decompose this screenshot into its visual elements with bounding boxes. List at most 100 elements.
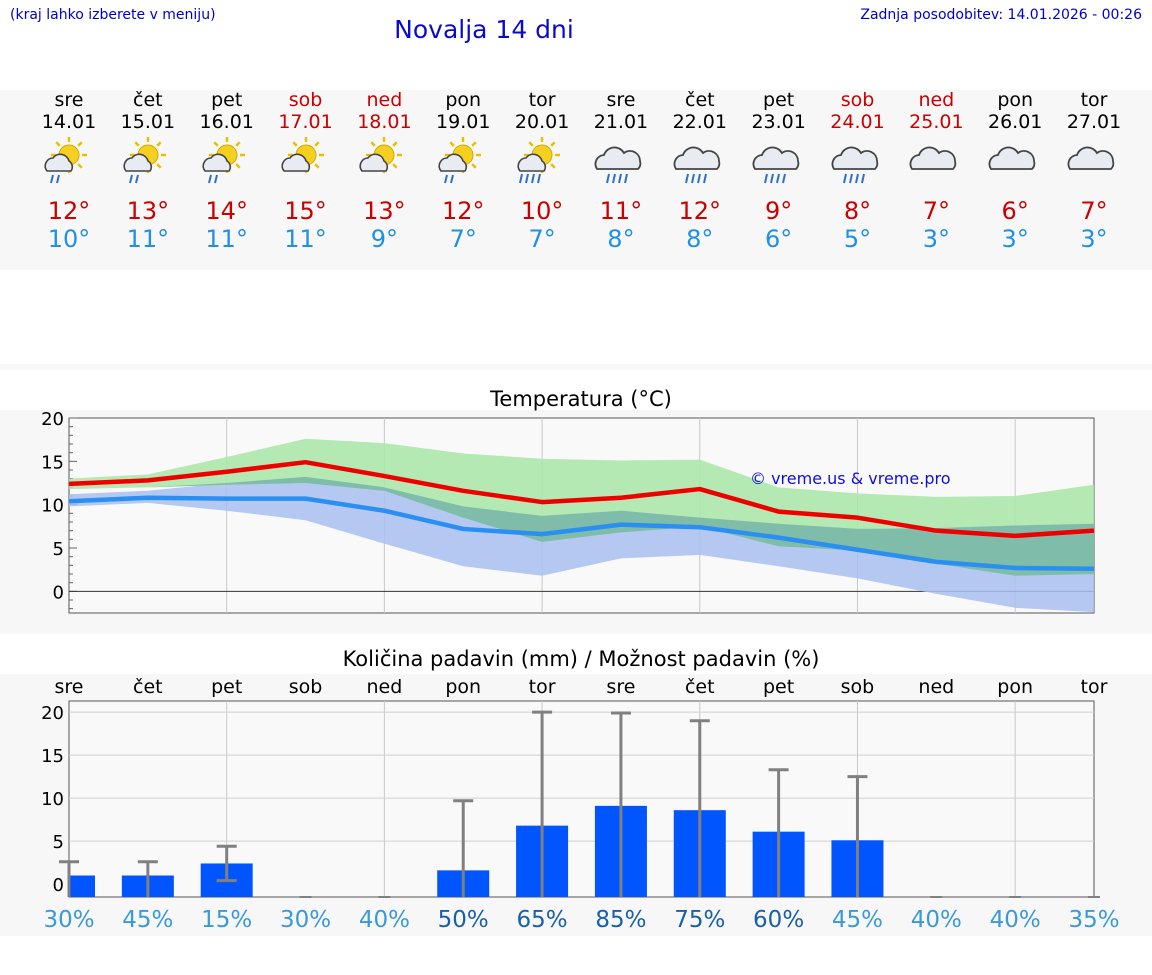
cloud-icon [896,133,976,197]
precip-probability: 40% [359,907,410,933]
day-name: ned [366,89,403,111]
divider [0,364,1152,370]
day-label: sob [289,676,323,698]
day-date: 27.01 [1066,111,1122,133]
temp-min: 11° [205,225,248,253]
temp-min: 7° [528,225,556,253]
day-label: pet [763,676,794,698]
temp-min: 11° [284,225,327,253]
day-name: sre [54,89,84,111]
day-label: sre [606,676,635,698]
day-name: ned [918,89,955,111]
sun-cloud-rain-icon [108,133,188,197]
temp-max: 6° [1001,197,1029,225]
cloud-heavy-rain-icon [660,133,740,197]
y-tick-label: 15 [41,746,64,767]
day-label: sre [55,676,84,698]
day-column: sre 14.01 12° 10° [29,89,109,253]
temp-max: 7° [922,197,950,225]
day-name: pon [997,89,1034,111]
temp-max: 12° [441,197,485,225]
precip-probability: 85% [595,907,646,933]
temp-min: 11° [126,225,170,253]
y-tick-label: 10 [41,496,64,517]
day-column: pet 23.01 9° 6° [739,89,819,253]
location-hint: (kraj lahko izberete v meniju) [10,7,216,23]
day-column: tor 27.01 7° 3° [1054,89,1134,253]
day-label: tor [529,676,556,698]
temp-max: 9° [765,197,793,225]
watermark: © vreme.us & vreme.pro [750,469,951,488]
day-date: 19.01 [436,111,491,133]
y-tick-label: 10 [41,789,64,810]
overlap-band [69,476,1094,576]
precip-probability: 30% [280,907,331,933]
day-label: ned [366,676,402,698]
sun-cloud-rain-icon [187,133,267,197]
day-column: sob 24.01 8° 5° [818,89,898,253]
daily-forecast-panel [0,90,1152,270]
temp-min: 7° [449,225,477,253]
y-tick-label: 5 [53,539,64,560]
day-column: ned 25.01 7° 3° [896,89,976,253]
temp-max: 7° [1080,197,1108,225]
temp-min: 8° [686,225,714,253]
precip-bar [69,875,95,897]
temp-min: 9° [370,225,399,253]
day-name: tor [1080,89,1108,111]
cloud-icon [975,133,1055,197]
temp-max: 10° [520,197,564,225]
y-tick-label: 0 [53,582,64,603]
temp-min: 6° [765,225,793,253]
day-name: tor [528,89,556,111]
day-date: 25.01 [909,111,964,133]
min-temp-line [68,495,1095,572]
precip-probability: 50% [438,907,489,933]
cloud-heavy-rain-icon [739,133,819,197]
precip-probability: 45% [122,907,173,933]
sun-cloud-rain-icon [423,133,503,197]
day-date: 14.01 [41,111,97,133]
day-date: 20.01 [514,111,570,133]
temp-max: 13° [126,197,170,225]
day-name: pet [763,89,795,111]
day-label: pet [211,676,242,698]
temp-min: 8° [607,225,635,253]
y-tick-label: 5 [53,832,64,853]
temp-max: 14° [205,197,248,225]
sun-cloud-icon [266,133,346,197]
temp-min: 5° [843,225,872,253]
day-label: pon [445,676,481,698]
y-tick-label: 20 [41,703,64,724]
day-column: pon 19.01 12° 7° [423,89,503,253]
day-name: čet [685,89,715,111]
day-date: 24.01 [830,111,885,133]
day-column: pet 16.01 14° 11° [187,89,267,253]
day-date: 23.01 [751,111,806,133]
temp-min: 3° [1080,225,1108,253]
temperature-chart-title: Temperatura (°C) [490,387,672,411]
precip-probability: 65% [517,907,568,933]
cloud-heavy-rain-icon [581,133,661,197]
day-name: sob [840,89,875,111]
precip-probability: 35% [1068,907,1119,933]
max-temp-line [68,459,1095,539]
temp-min: 3° [1001,225,1029,253]
day-label: pon [997,676,1033,698]
cloud-heavy-rain-icon [818,133,898,197]
cloud-icon [1054,133,1134,197]
y-tick-label: 20 [41,410,64,430]
day-column: ned 18.01 13° 9° [344,89,424,253]
day-label: sob [841,676,875,698]
precip-probability: 60% [753,907,804,933]
sun-cloud-icon [344,133,424,197]
temp-max: 8° [843,197,872,225]
precip-probability: 30% [43,907,94,933]
day-date: 22.01 [672,111,727,133]
temp-min: 10° [47,225,91,253]
precip-probability: 40% [911,907,962,933]
day-date: 26.01 [987,111,1043,133]
day-label: čet [133,676,163,698]
temp-max: 12° [678,197,722,225]
day-name: sob [288,89,323,111]
